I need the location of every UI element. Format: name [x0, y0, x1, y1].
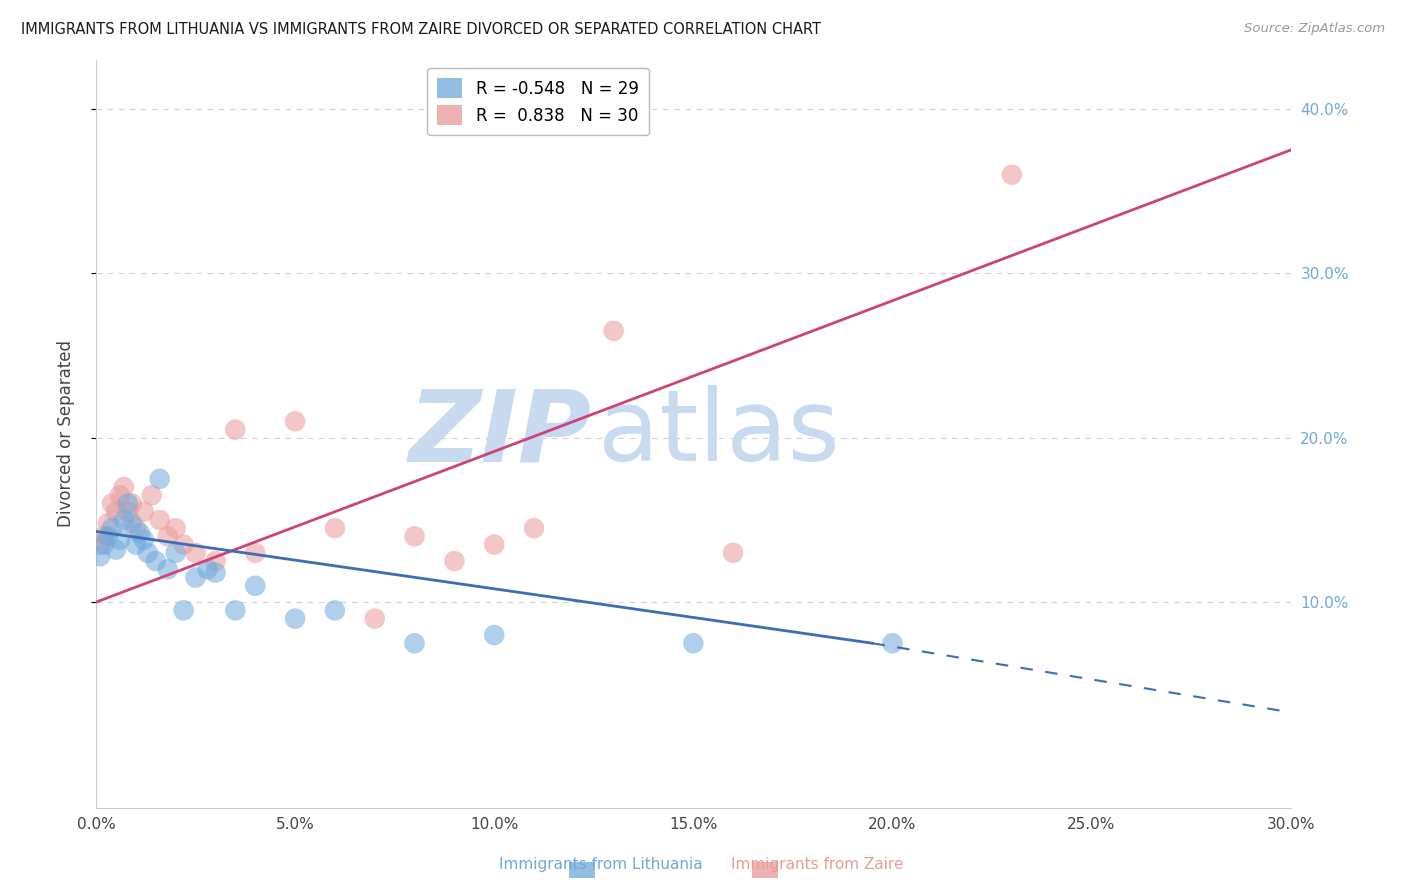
Point	[132, 505, 155, 519]
Point	[224, 603, 246, 617]
Point	[108, 533, 131, 547]
Point	[482, 628, 505, 642]
Point	[245, 546, 267, 560]
Point	[128, 526, 150, 541]
Point	[682, 636, 704, 650]
Point	[93, 538, 115, 552]
Point	[149, 472, 172, 486]
Point	[117, 505, 139, 519]
Point	[125, 521, 148, 535]
Point	[323, 521, 346, 535]
Text: IMMIGRANTS FROM LITHUANIA VS IMMIGRANTS FROM ZAIRE DIVORCED OR SEPARATED CORRELA: IMMIGRANTS FROM LITHUANIA VS IMMIGRANTS …	[21, 22, 821, 37]
Point	[101, 521, 124, 535]
Legend: R = -0.548   N = 29, R =  0.838   N = 30: R = -0.548 N = 29, R = 0.838 N = 30	[427, 68, 648, 136]
Point	[125, 538, 148, 552]
Point	[121, 496, 143, 510]
Point	[101, 496, 124, 510]
Point	[112, 480, 135, 494]
Point	[184, 546, 207, 560]
Point	[404, 529, 426, 543]
Text: Immigrants from Lithuania: Immigrants from Lithuania	[499, 857, 703, 872]
Point	[97, 529, 120, 543]
Text: Immigrants from Zaire: Immigrants from Zaire	[731, 857, 904, 872]
Point	[284, 414, 307, 428]
Point	[156, 529, 179, 543]
Point	[156, 562, 179, 576]
Point	[141, 488, 163, 502]
Point	[245, 579, 267, 593]
Text: Source: ZipAtlas.com: Source: ZipAtlas.com	[1244, 22, 1385, 36]
Point	[184, 570, 207, 584]
Point	[1001, 168, 1024, 182]
Point	[97, 516, 120, 531]
Point	[323, 603, 346, 617]
Point	[149, 513, 172, 527]
Point	[108, 488, 131, 502]
Point	[284, 612, 307, 626]
Point	[89, 549, 111, 563]
Point	[117, 496, 139, 510]
Point	[93, 529, 115, 543]
Point	[364, 612, 387, 626]
Text: ZIP: ZIP	[409, 385, 592, 483]
Point	[224, 423, 246, 437]
Point	[443, 554, 465, 568]
Y-axis label: Divorced or Separated: Divorced or Separated	[58, 340, 75, 527]
Point	[173, 603, 195, 617]
Point	[145, 554, 167, 568]
Point	[89, 538, 111, 552]
Point	[104, 542, 127, 557]
Point	[132, 533, 155, 547]
Point	[523, 521, 546, 535]
Point	[165, 521, 187, 535]
Point	[721, 546, 744, 560]
Point	[121, 516, 143, 531]
Point	[204, 566, 226, 580]
Point	[112, 513, 135, 527]
Point	[197, 562, 219, 576]
Point	[482, 538, 505, 552]
Point	[173, 538, 195, 552]
Text: atlas: atlas	[598, 385, 839, 483]
Point	[204, 554, 226, 568]
Point	[404, 636, 426, 650]
Point	[165, 546, 187, 560]
Point	[104, 505, 127, 519]
Point	[602, 324, 624, 338]
Point	[136, 546, 159, 560]
Point	[882, 636, 904, 650]
